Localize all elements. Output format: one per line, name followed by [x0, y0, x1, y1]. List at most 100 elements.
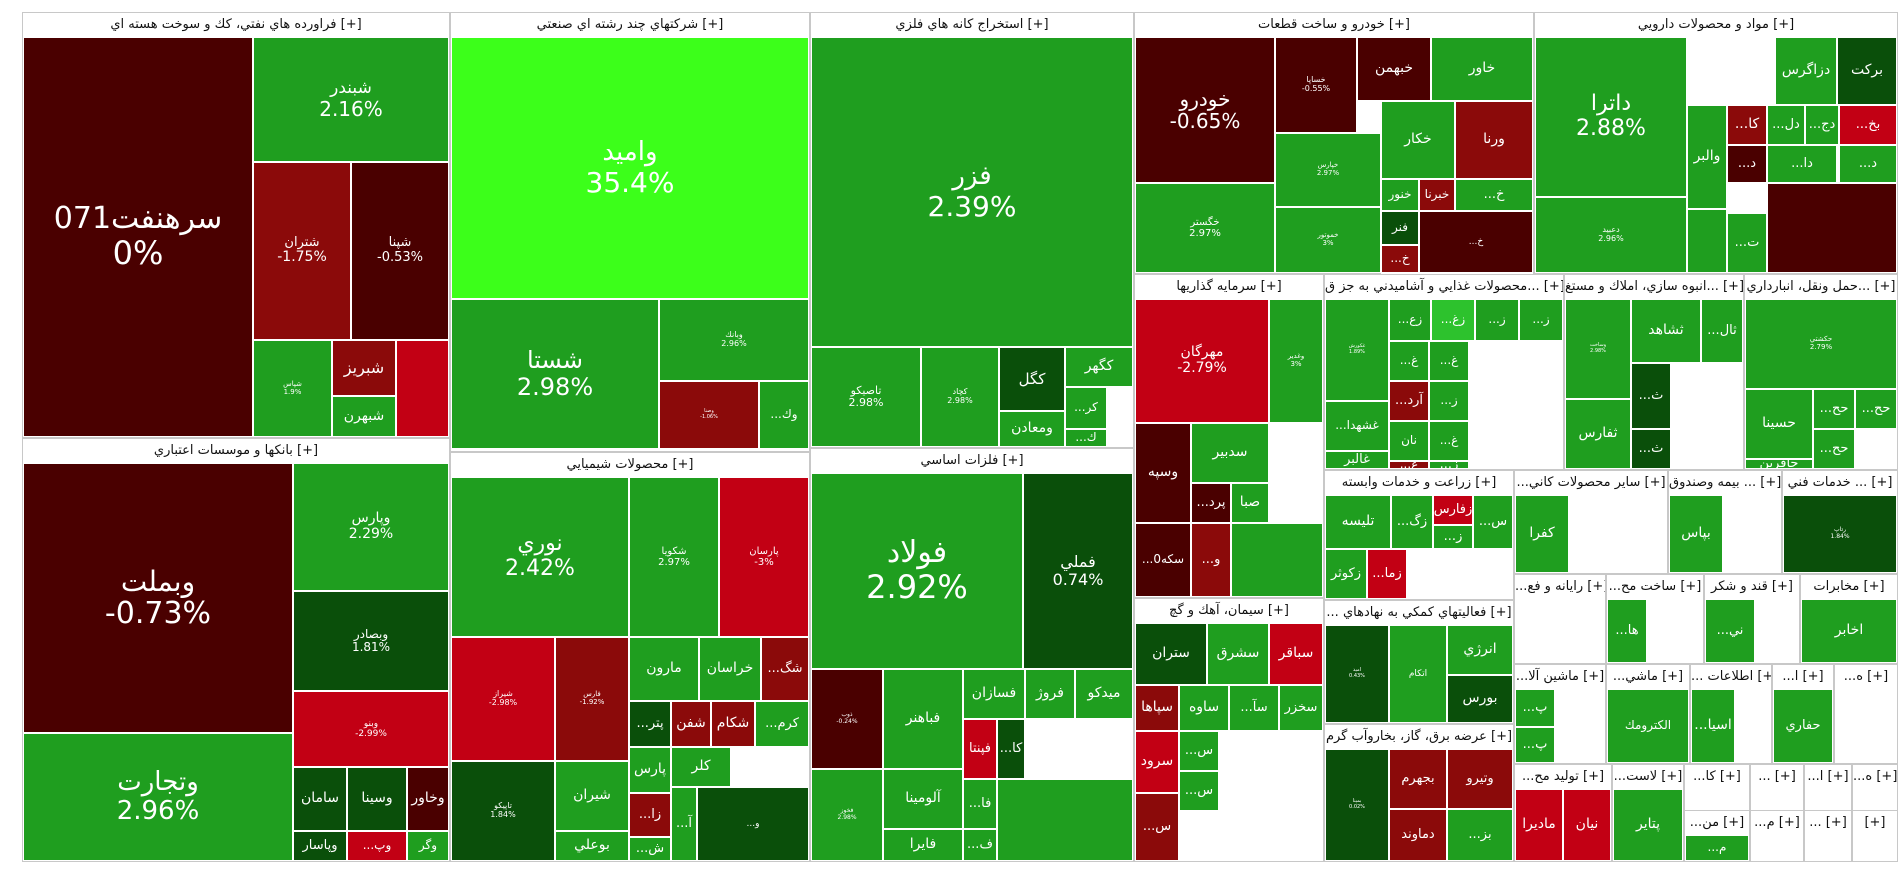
stock-tile[interactable]: ...زما: [1367, 549, 1407, 599]
stock-tile[interactable]: كفرا: [1515, 495, 1569, 573]
stock-tile[interactable]: شپنا -0.53%: [351, 162, 449, 340]
stock-tile[interactable]: ...س: [1473, 495, 1513, 549]
sector-header[interactable]: ...ماشين آلا [+]: [1515, 665, 1605, 689]
stock-tile[interactable]: خموتور 3%: [1275, 207, 1381, 273]
stock-tile[interactable]: فخوز 2.98%: [811, 769, 883, 861]
stock-tile[interactable]: فپنتا: [963, 719, 997, 779]
stock-tile[interactable]: شكويا 2.97%: [629, 477, 719, 637]
sector-header[interactable]: ...ساخت مح [+]: [1607, 575, 1703, 599]
stock-tile[interactable]: ...ز: [1519, 299, 1563, 341]
stock-tile[interactable]: ...بخ: [1839, 105, 1897, 145]
stock-tile[interactable]: مارون: [629, 637, 699, 701]
sector-header[interactable]: محصولات غذايي و آشاميدني به جز ق... [+]: [1325, 275, 1563, 299]
stock-tile[interactable]: فزر 2.39%: [811, 37, 1133, 347]
stock-tile[interactable]: غكورش 1.89%: [1325, 299, 1389, 401]
stock-tile[interactable]: خگستر 2.97%: [1135, 183, 1275, 273]
sector-header[interactable]: عرضه برق، گاز، بخاروآب گرم [+]: [1325, 725, 1513, 749]
sector-header[interactable]: خدمات فني ... [+]: [1783, 471, 1897, 495]
stock-tile[interactable]: ...زغ: [1431, 299, 1475, 341]
sector-header[interactable]: ...ا [+]: [1773, 665, 1833, 689]
stock-tile[interactable]: فروژ: [1025, 669, 1075, 719]
stock-tile[interactable]: غالبر: [1325, 451, 1389, 469]
stock-tile[interactable]: ...وك: [759, 381, 809, 449]
stock-tile[interactable]: وسپه: [1135, 423, 1191, 523]
sector-header[interactable]: فراورده هاي نفتي، كك و سوخت هسته اي [+]: [23, 13, 449, 37]
sector-header[interactable]: فلزات اساسي [+]: [811, 449, 1133, 473]
stock-tile[interactable]: نان: [1389, 421, 1429, 461]
stock-tile[interactable]: شپاس 1.9%: [253, 340, 332, 437]
stock-tile[interactable]: فسازان: [963, 669, 1025, 719]
stock-tile[interactable]: ...خ: [1455, 179, 1533, 211]
sector-header[interactable]: ...من [+]: [1685, 811, 1749, 835]
sector-header[interactable]: ...ماشي [+]: [1607, 665, 1689, 689]
stock-tile[interactable]: والبر: [1687, 105, 1727, 209]
stock-tile[interactable]: ثفارس: [1565, 399, 1631, 469]
stock-tile[interactable]: ...كرم: [755, 701, 809, 747]
stock-tile[interactable]: واميد 35.4%: [451, 37, 809, 299]
stock-tile[interactable]: ...بز: [1447, 809, 1513, 861]
stock-tile[interactable]: ...سآ: [1229, 685, 1279, 731]
stock-tile[interactable]: خپارس 2.97%: [1275, 133, 1381, 207]
stock-tile[interactable]: وتجارت 2.96%: [23, 733, 293, 861]
sector-header[interactable]: سيمان، آهك و گچ [+]: [1135, 599, 1323, 623]
stock-tile[interactable]: خكار: [1381, 101, 1455, 179]
sector-header[interactable]: ...ه [+]: [1853, 765, 1897, 789]
stock-tile[interactable]: فولاد 2.92%: [811, 473, 1023, 669]
stock-tile[interactable]: صبا: [1231, 483, 1269, 523]
stock-tile[interactable]: [997, 779, 1133, 861]
stock-tile[interactable]: ورنا: [1455, 101, 1533, 179]
stock-tile[interactable]: انرژي: [1447, 625, 1513, 675]
stock-tile[interactable]: ...ث: [1631, 429, 1671, 469]
sector-header[interactable]: حمل ونقل، انبارداري... [+]: [1745, 275, 1897, 299]
stock-tile[interactable]: سشرق: [1207, 623, 1269, 685]
sector-header[interactable]: بانكها و موسسات اعتباري [+]: [23, 439, 449, 463]
sector-header[interactable]: ...ساير محصولات كاني [+]: [1515, 471, 1667, 495]
stock-tile[interactable]: بجهرم: [1389, 749, 1447, 809]
stock-tile[interactable]: ...پ: [1515, 727, 1555, 763]
stock-tile[interactable]: وتيرو: [1447, 749, 1513, 809]
stock-tile[interactable]: ...اسيا: [1691, 689, 1735, 763]
stock-tile[interactable]: ثشاهد: [1631, 299, 1701, 363]
stock-tile[interactable]: ...خ: [1381, 245, 1419, 273]
stock-tile[interactable]: ...ت: [1727, 213, 1767, 273]
stock-tile[interactable]: ذوب -0.24%: [811, 669, 883, 769]
stock-tile[interactable]: [1687, 209, 1727, 273]
stock-tile[interactable]: نوري 2.42%: [451, 477, 629, 637]
stock-tile[interactable]: ...كر: [1065, 387, 1107, 429]
stock-tile[interactable]: حفاري: [1773, 689, 1833, 763]
sector-header[interactable]: مواد و محصولات دارويي [+]: [1535, 13, 1897, 37]
stock-tile[interactable]: ...س: [1135, 793, 1179, 861]
stock-tile[interactable]: وساخت 2.98%: [1565, 299, 1631, 399]
sector-header[interactable]: شركتهاي چند رشته اي صنعتي [+]: [451, 13, 809, 37]
stock-tile[interactable]: ...ف: [963, 829, 997, 861]
stock-tile[interactable]: حكشتي 2.79%: [1745, 299, 1897, 389]
stock-tile[interactable]: ...آرد: [1389, 381, 1429, 421]
stock-tile[interactable]: سباقر: [1269, 623, 1323, 685]
stock-tile[interactable]: ...د: [1839, 145, 1897, 183]
stock-tile[interactable]: تليسه: [1325, 495, 1391, 549]
stock-tile[interactable]: وبصادر 1.81%: [293, 591, 449, 691]
stock-tile[interactable]: شكام: [711, 701, 755, 747]
stock-tile[interactable]: ...دل: [1767, 105, 1805, 145]
stock-tile[interactable]: ...كا: [1727, 105, 1767, 145]
stock-tile[interactable]: دزاگرس: [1775, 37, 1837, 105]
stock-tile[interactable]: بپاس: [1669, 495, 1723, 573]
stock-tile[interactable]: فباهنر: [883, 669, 963, 769]
stock-tile[interactable]: ...پرد: [1191, 483, 1231, 523]
stock-tile[interactable]: اميد 0.43%: [1325, 625, 1389, 723]
stock-tile[interactable]: ...و: [1191, 523, 1231, 597]
sector-header[interactable]: ... فعاليتهاي كمكي به نهادهاي [+]: [1325, 601, 1513, 625]
sector-header[interactable]: ...لاست [+]: [1613, 765, 1683, 789]
stock-tile[interactable]: ...ز: [1475, 299, 1519, 341]
stock-tile[interactable]: سامان: [293, 767, 347, 831]
stock-tile[interactable]: ...دا: [1767, 145, 1837, 183]
stock-tile[interactable]: الكترومك: [1607, 689, 1689, 763]
stock-tile[interactable]: خبرنا: [1419, 179, 1455, 211]
stock-tile[interactable]: وغدير 3%: [1269, 299, 1323, 423]
stock-tile[interactable]: وبنو -2.99%: [293, 691, 449, 767]
stock-tile[interactable]: خودرو -0.65%: [1135, 37, 1275, 183]
stock-tile[interactable]: ومعادن: [999, 411, 1065, 447]
stock-tile[interactable]: بمپنا 0.02%: [1325, 749, 1389, 861]
sector-header[interactable]: بيمه وصندوق ... [+]: [1669, 471, 1781, 495]
stock-tile[interactable]: [1231, 523, 1323, 597]
